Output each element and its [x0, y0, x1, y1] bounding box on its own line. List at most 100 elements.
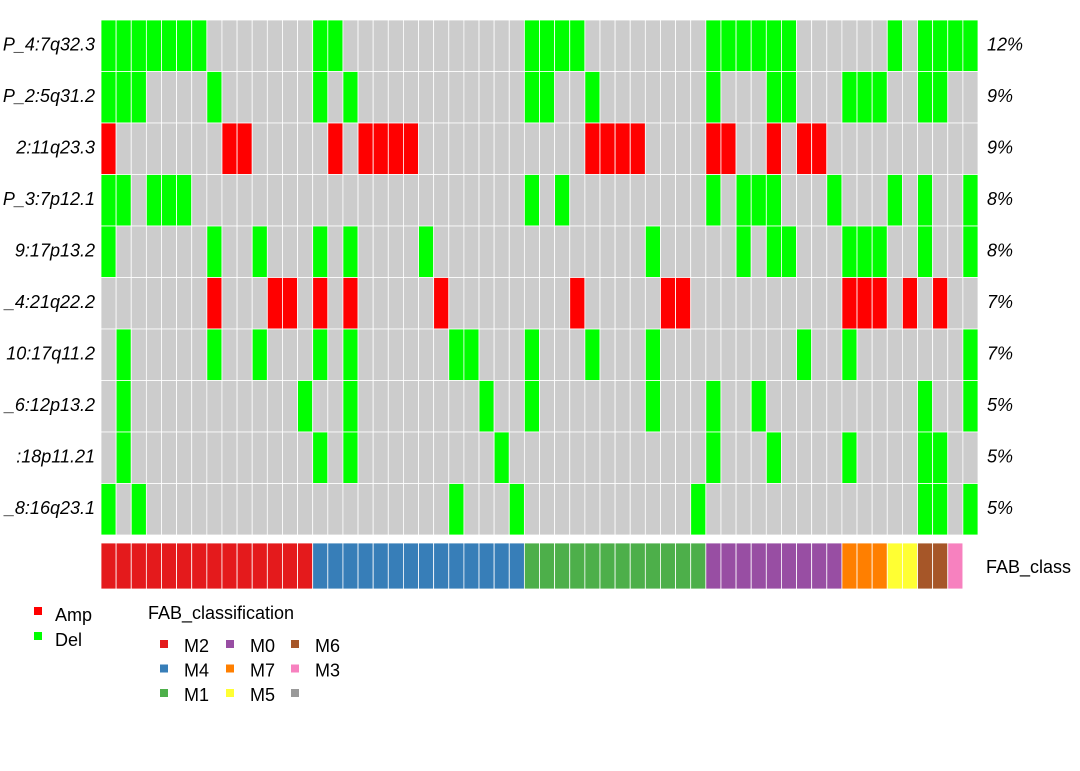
annotation-cell-m0	[796, 542, 813, 590]
heatmap-cell-none	[886, 122, 903, 175]
heatmap-cell-del	[932, 19, 949, 72]
legend-fab-swatch-m4	[160, 664, 168, 673]
legend-fab-label-m6: M6	[315, 636, 340, 656]
heatmap-cell-del	[720, 19, 737, 72]
heatmap-cell-none	[599, 328, 616, 381]
row-percent-label: 7%	[987, 292, 1013, 312]
heatmap-cell-none	[448, 174, 465, 227]
heatmap-cell-none	[735, 122, 752, 175]
heatmap-cell-del	[100, 71, 117, 124]
heatmap-cell-del	[327, 19, 344, 72]
heatmap-cell-none	[675, 174, 692, 227]
heatmap-cell-none	[251, 71, 268, 124]
heatmap-cell-none	[221, 277, 238, 330]
heatmap-cell-none	[130, 174, 147, 227]
heatmap-cell-none	[191, 277, 208, 330]
heatmap-cell-none	[191, 174, 208, 227]
heatmap-cell-none	[327, 328, 344, 381]
annotation-cell-m6	[932, 542, 949, 590]
heatmap-cell-none	[644, 174, 661, 227]
heatmap-cell-none	[750, 431, 767, 484]
heatmap-cell-none	[478, 431, 495, 484]
heatmap-cell-none	[675, 483, 692, 536]
heatmap-cell-none	[886, 225, 903, 278]
row-label: _4:21q22.2	[3, 292, 95, 312]
heatmap-cell-none	[161, 483, 178, 536]
heatmap-cell-none	[115, 122, 132, 175]
heatmap-cell-none	[357, 174, 374, 227]
heatmap-cell-none	[357, 431, 374, 484]
heatmap-cell-none	[100, 328, 117, 381]
heatmap-cell-del	[841, 225, 858, 278]
heatmap-cell-none	[206, 174, 223, 227]
heatmap-cell-none	[251, 431, 268, 484]
heatmap-cell-none	[539, 431, 556, 484]
heatmap-cell-none	[418, 122, 435, 175]
heatmap-cell-none	[901, 431, 918, 484]
heatmap-cell-none	[629, 431, 646, 484]
heatmap-cell-none	[418, 277, 435, 330]
heatmap-cell-none	[493, 225, 510, 278]
annotation-cell-m5	[886, 542, 903, 590]
heatmap-cell-none	[765, 483, 782, 536]
heatmap-cell-none	[357, 328, 374, 381]
heatmap-cell-none	[448, 277, 465, 330]
heatmap-cell-none	[644, 122, 661, 175]
heatmap-cell-none	[357, 277, 374, 330]
heatmap-cell-none	[191, 431, 208, 484]
heatmap-cell-none	[720, 483, 737, 536]
heatmap-cell-none	[705, 225, 722, 278]
row-percent-label: 7%	[987, 344, 1013, 364]
heatmap-cell-none	[418, 19, 435, 72]
heatmap-cell-none	[327, 483, 344, 536]
heatmap-cell-del	[917, 19, 934, 72]
heatmap-cell-none	[675, 380, 692, 433]
heatmap-cell-none	[781, 431, 797, 484]
heatmap-cell-none	[735, 277, 752, 330]
heatmap-cell-none	[523, 122, 540, 175]
heatmap-cell-none	[569, 431, 586, 484]
heatmap-cell-none	[811, 328, 828, 381]
legend-fab-swatch-m1	[160, 689, 168, 697]
row-percent-label: 5%	[987, 447, 1013, 467]
heatmap-cell-none	[342, 122, 359, 175]
heatmap-cell-amp	[932, 277, 949, 330]
heatmap-cell-del	[644, 328, 661, 381]
heatmap-cell-none	[145, 483, 162, 536]
heatmap-cell-none	[871, 19, 888, 72]
heatmap-cell-none	[826, 225, 843, 278]
heatmap-cell-none	[387, 277, 404, 330]
heatmap-cell-none	[463, 277, 480, 330]
heatmap-cell-none	[145, 328, 162, 381]
heatmap-cell-none	[282, 380, 298, 433]
heatmap-cell-del	[523, 328, 540, 381]
heatmap-cell-none	[947, 431, 964, 484]
heatmap-cell-none	[297, 277, 314, 330]
annotation-cell-m0	[720, 542, 737, 590]
annotation-cell-m7	[841, 542, 858, 590]
heatmap-cell-del	[584, 71, 601, 124]
heatmap-cell-del	[130, 19, 147, 72]
heatmap-cell-amp	[675, 277, 692, 330]
heatmap-cell-amp	[720, 122, 737, 175]
heatmap-cell-none	[660, 19, 676, 72]
heatmap-cell-none	[418, 483, 435, 536]
heatmap-cell-none	[735, 483, 752, 536]
heatmap-cell-del	[962, 19, 979, 72]
heatmap-cell-none	[720, 431, 737, 484]
heatmap-cell-del	[750, 174, 767, 227]
heatmap-cell-del	[493, 431, 510, 484]
heatmap-cell-none	[357, 483, 374, 536]
heatmap-cell-del	[705, 174, 722, 227]
heatmap-cell-none	[826, 483, 843, 536]
row-label: 9:17p13.2	[15, 241, 95, 261]
heatmap-cell-none	[115, 483, 132, 536]
heatmap-cell-none	[523, 277, 540, 330]
heatmap-cell-none	[297, 483, 314, 536]
heatmap-cell-none	[448, 431, 465, 484]
heatmap-cell-none	[901, 122, 918, 175]
heatmap-cell-none	[433, 380, 450, 433]
heatmap-cell-del	[342, 431, 359, 484]
heatmap-cell-none	[493, 380, 510, 433]
heatmap-cell-del	[508, 483, 525, 536]
